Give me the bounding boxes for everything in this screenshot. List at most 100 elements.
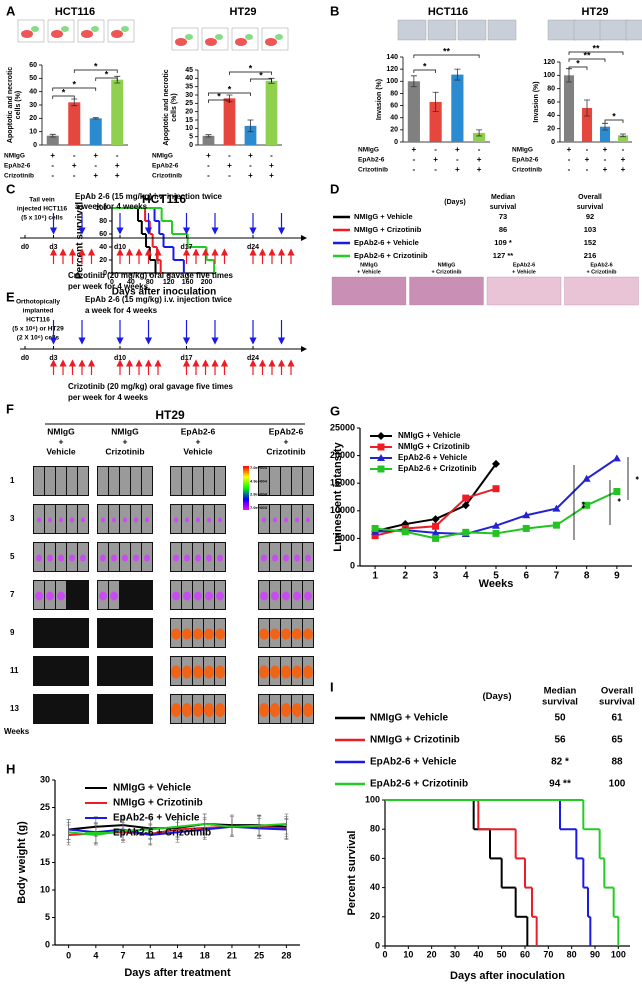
bar <box>473 132 486 142</box>
treatment-sign: - <box>228 171 231 180</box>
flow-plot <box>47 19 75 43</box>
y-tick-label: 20 <box>185 109 193 116</box>
mouse <box>193 467 203 495</box>
signal <box>206 554 212 562</box>
cells-label: (5 x 10⁶) cells <box>21 215 63 222</box>
legend-label: EpAb2-6 + Vehicle <box>370 757 457 768</box>
histology-label: + Crizotinib <box>586 269 617 275</box>
flow-cells <box>81 30 93 38</box>
y-tick-label: 0 <box>551 139 555 146</box>
signal <box>271 591 279 601</box>
mouse <box>204 467 214 495</box>
signal <box>259 703 269 717</box>
treatment-sign: + <box>567 145 572 154</box>
y-axis-label: Apoptotic and necrotic <box>163 69 170 145</box>
treatment-sign: + <box>115 161 120 170</box>
median-survival: 109 * <box>494 238 512 247</box>
median-survival: 86 <box>499 225 507 234</box>
error-bar <box>202 813 207 835</box>
antibody-regimen: EpAb 2-6 (15 mg/kg) i.v. injection twice <box>75 192 223 201</box>
signal <box>305 554 311 562</box>
y-tick-label: 100 <box>365 794 380 804</box>
week-label: 7 <box>10 590 15 599</box>
signal <box>57 591 65 601</box>
cells-label: Tail vein <box>29 197 55 204</box>
y-tick-label: 30 <box>29 102 37 109</box>
treatment-sign: + <box>50 151 55 160</box>
x-tick-label: 70 <box>543 949 553 959</box>
significance-bracket <box>73 69 118 73</box>
day-label: d17 <box>180 355 192 362</box>
marker <box>492 529 500 537</box>
treatment-sign: - <box>568 155 571 164</box>
colorbar-label: 2.8e+004 <box>250 492 268 497</box>
overall-survival: 152 <box>584 238 597 247</box>
mouse <box>215 467 225 495</box>
signal <box>303 703 313 717</box>
marker <box>432 534 440 542</box>
treatment-sign: + <box>455 165 460 174</box>
flow-cells <box>275 34 283 40</box>
error-bar <box>121 820 126 841</box>
treatment-sign: - <box>207 161 210 170</box>
y-axis-label: Invasion (%) <box>533 81 540 122</box>
y-tick-label: 50 <box>29 75 37 82</box>
column-header: Crizotinib <box>266 446 305 456</box>
y-tick-label: 0 <box>394 139 398 146</box>
marker <box>431 528 440 536</box>
column-header: + <box>196 436 201 446</box>
treatment-sign: + <box>72 161 77 170</box>
signal <box>182 703 192 717</box>
table-header: survival <box>490 204 517 211</box>
marker <box>377 443 385 451</box>
x-tick-label: 7 <box>554 571 560 582</box>
y-tick-label: 20 <box>370 911 380 921</box>
signal <box>294 554 300 562</box>
x-tick-label: 40 <box>473 949 483 959</box>
x-tick-label: 28 <box>281 950 291 960</box>
mouse <box>120 467 130 495</box>
flow-cells <box>215 34 223 40</box>
table-header: Overall <box>601 686 633 697</box>
y-axis-label: Apoptotic and necrotic <box>7 67 14 143</box>
x-tick-label: 60 <box>520 949 530 959</box>
legend-label: EpAb2-6 + Crizotinib <box>370 779 468 790</box>
treatment-sign: + <box>227 161 232 170</box>
micrograph <box>625 19 642 41</box>
colorbar-label: 7.0e+003 <box>250 505 268 510</box>
table-header: Median <box>491 194 515 201</box>
signal <box>182 665 192 679</box>
y-tick-label: 120 <box>386 66 398 73</box>
bar <box>89 118 102 145</box>
signal <box>101 517 105 523</box>
error-bar <box>476 129 483 137</box>
marker <box>432 522 440 530</box>
treatment-sign: - <box>434 145 437 154</box>
x-tick-label: 0 <box>382 949 387 959</box>
signal <box>261 554 267 562</box>
significance-bracket <box>413 54 480 58</box>
y-tick-label: 60 <box>390 102 398 109</box>
y-tick-label: 25000 <box>330 422 355 432</box>
mouse-image <box>33 694 89 724</box>
significance: ** <box>577 501 587 509</box>
y-tick-label: 20 <box>547 126 555 133</box>
x-axis-label: Days after inoculation <box>112 287 216 298</box>
signal <box>283 554 289 562</box>
signal <box>216 591 224 601</box>
treatment-sign: + <box>603 145 608 154</box>
y-tick-label: 0 <box>33 142 37 149</box>
mouse <box>78 467 88 495</box>
signal <box>193 703 203 717</box>
signal <box>171 703 181 717</box>
column-header: NMIgG <box>47 426 75 436</box>
marker <box>462 528 470 536</box>
mouse <box>292 467 302 495</box>
significance: ** <box>592 43 600 53</box>
treatment-sign: - <box>586 145 589 154</box>
treatment-name: NMIgG <box>512 147 533 154</box>
signal <box>58 554 64 562</box>
marker <box>431 515 440 524</box>
bar <box>581 108 593 142</box>
